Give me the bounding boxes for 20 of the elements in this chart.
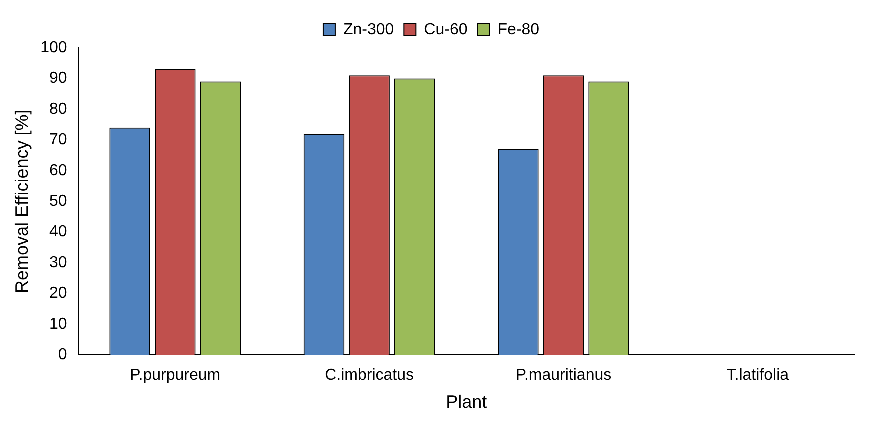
y-tick-label: 60 [50,162,68,180]
x-axis-title: Plant [446,392,488,412]
y-tick-label: 50 [50,193,68,210]
y-tick-label: 10 [50,316,68,333]
y-axis-title: Removal Efficiency [%] [12,110,32,294]
y-tick-label: 80 [50,100,68,118]
legend-label: Fe-80 [498,21,540,38]
y-tick-label: 90 [50,70,68,88]
x-tick-label: P.purpureum [130,367,221,384]
y-tick-label: 40 [50,224,68,241]
legend-label: Zn-300 [343,21,394,38]
legend-label: Cu-60 [424,21,468,38]
y-tick-label: 30 [50,254,68,272]
x-tick-label: C.imbricatus [325,367,414,384]
y-tick-label: 0 [58,346,68,364]
y-tick-label: 20 [50,285,68,302]
y-tick-label: 100 [40,39,68,56]
x-tick-label: P.mauritianus [516,367,612,384]
x-tick-label: T.latifolia [726,367,790,384]
y-tick-label: 70 [50,132,68,149]
